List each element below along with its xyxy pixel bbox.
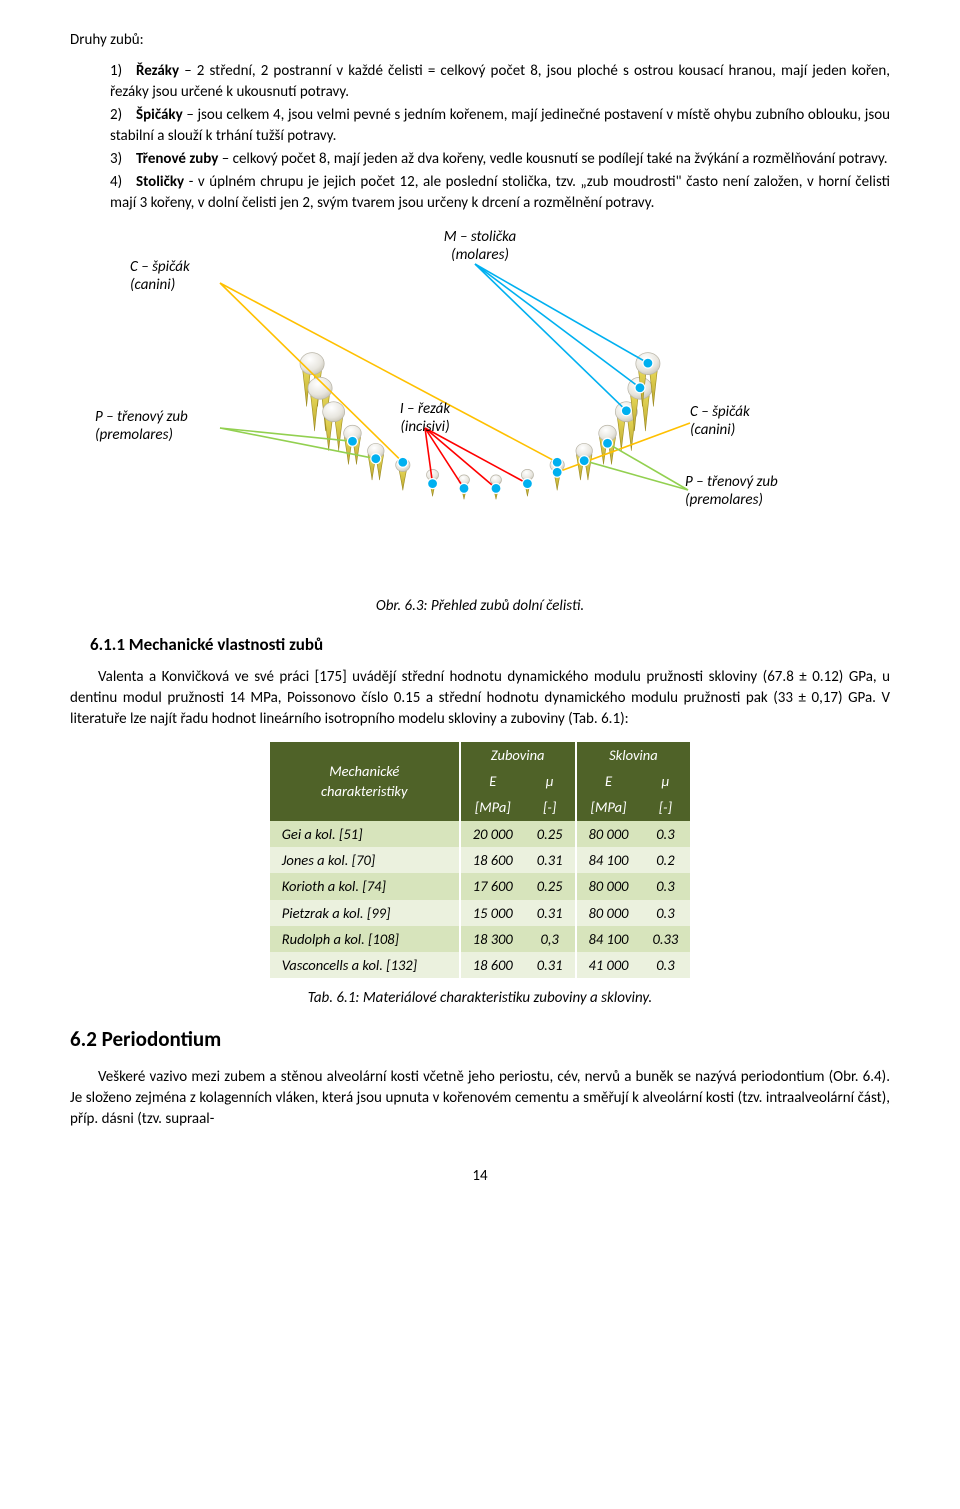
list-text: – celkový počet 8, mají jeden až dva koř…	[218, 150, 887, 168]
cell: 80 000	[576, 873, 641, 899]
list-term: Řezáky	[136, 62, 179, 80]
cell: 84 100	[576, 926, 641, 952]
cell: 20 000	[460, 821, 525, 847]
tooth-type-list: 1)Řezáky – 2 střední, 2 postranní v každ…	[70, 61, 890, 214]
label-p-trenovy-right: P – třenový zub(premolares)	[685, 473, 835, 509]
figure-caption: Obr. 6.3: Přehled zubů dolní čelisti.	[70, 596, 890, 617]
subcol: μ	[641, 768, 691, 794]
section-title: Druhy zubů:	[70, 30, 890, 51]
cell: 0.3	[641, 821, 691, 847]
subcol: E	[576, 768, 641, 794]
col-group-zubovina: Zubovina	[460, 742, 576, 768]
cell: 0.25	[525, 873, 576, 899]
list-num: 2)	[110, 105, 136, 126]
material-table: Mechanickécharakteristiky Zubovina Sklov…	[270, 742, 691, 979]
cell: 0.3	[641, 900, 691, 926]
cell: 80 000	[576, 900, 641, 926]
unit: [-]	[525, 794, 576, 820]
table-row: Pietzrak a kol. [99]15 0000.3180 0000.3	[270, 900, 691, 926]
cell: 0.3	[641, 873, 691, 899]
cell: 0.31	[525, 952, 576, 978]
heading-6-2: 6.2 Periodontium	[70, 1025, 890, 1054]
cell: 0.31	[525, 900, 576, 926]
list-text: – jsou celkem 4, jsou velmi pevné s jedn…	[110, 106, 890, 145]
row-name: Rudolph a kol. [108]	[270, 926, 460, 952]
col-group-sklovina: Sklovina	[576, 742, 691, 768]
row-name: Pietzrak a kol. [99]	[270, 900, 460, 926]
list-num: 4)	[110, 172, 136, 193]
cell: 0.3	[641, 952, 691, 978]
list-num: 3)	[110, 149, 136, 170]
cell: 0.2	[641, 847, 691, 873]
label-p-trenovy-left: P – třenový zub(premolares)	[95, 408, 235, 444]
label-c-spicak-left: C – špičák(canini)	[130, 258, 240, 294]
paragraph-mechanical: Valenta a Konvičková ve své práci [175] …	[70, 667, 890, 730]
table-row: Vasconcells a kol. [132]18 6000.3141 000…	[270, 952, 691, 978]
list-term: Špičáky	[136, 106, 183, 124]
subcol: E	[460, 768, 525, 794]
cell: 0.31	[525, 847, 576, 873]
table-corner: Mechanickécharakteristiky	[270, 742, 460, 821]
paragraph-periodontium: Veškeré vazivo mezi zubem a stěnou alveo…	[70, 1067, 890, 1130]
cell: 0,3	[525, 926, 576, 952]
table-row: Gei a kol. [51]20 0000.2580 0000.3	[270, 821, 691, 847]
unit: [-]	[641, 794, 691, 820]
cell: 18 600	[460, 847, 525, 873]
table-row: Rudolph a kol. [108]18 3000,384 1000.33	[270, 926, 691, 952]
list-text: - v úplném chrupu je jejich počet 12, al…	[110, 173, 890, 212]
cell: 0.33	[641, 926, 691, 952]
list-num: 1)	[110, 61, 136, 82]
table-row: Korioth a kol. [74]17 6000.2580 0000.3	[270, 873, 691, 899]
label-i-rezak: I – řezák(incisivi)	[380, 400, 470, 436]
heading-6-1-1: 6.1.1 Mechanické vlastnosti zubů	[90, 633, 890, 657]
row-name: Jones a kol. [70]	[270, 847, 460, 873]
cell: 18 300	[460, 926, 525, 952]
list-text: – 2 střední, 2 postranní v každé čelisti…	[110, 62, 890, 101]
unit: [MPa]	[460, 794, 525, 820]
row-name: Gei a kol. [51]	[270, 821, 460, 847]
list-item: 2)Špičáky – jsou celkem 4, jsou velmi pe…	[110, 105, 890, 147]
table-row: Jones a kol. [70]18 6000.3184 1000.2	[270, 847, 691, 873]
row-name: Korioth a kol. [74]	[270, 873, 460, 899]
cell: 80 000	[576, 821, 641, 847]
list-term: Třenové zuby	[136, 150, 218, 168]
list-item: 3)Třenové zuby – celkový počet 8, mají j…	[110, 149, 890, 170]
cell: 15 000	[460, 900, 525, 926]
cell: 41 000	[576, 952, 641, 978]
unit: [MPa]	[576, 794, 641, 820]
page-number: 14	[70, 1166, 890, 1187]
label-m-stolicka: M – stolička(molares)	[420, 228, 540, 264]
cell: 17 600	[460, 873, 525, 899]
cell: 18 600	[460, 952, 525, 978]
list-item: 4)Stoličky - v úplném chrupu je jejich p…	[110, 172, 890, 214]
label-c-spicak-right: C – špičák(canini)	[690, 403, 800, 439]
row-name: Vasconcells a kol. [132]	[270, 952, 460, 978]
list-item: 1)Řezáky – 2 střední, 2 postranní v každ…	[110, 61, 890, 103]
list-term: Stoličky	[136, 173, 184, 191]
subcol: μ	[525, 768, 576, 794]
cell: 84 100	[576, 847, 641, 873]
cell: 0.25	[525, 821, 576, 847]
jaw-illustration	[280, 278, 680, 538]
table-caption: Tab. 6.1: Materiálové charakteristiku zu…	[70, 988, 890, 1009]
jaw-diagram: M – stolička(molares) C – špičák(canini)…	[70, 228, 890, 588]
